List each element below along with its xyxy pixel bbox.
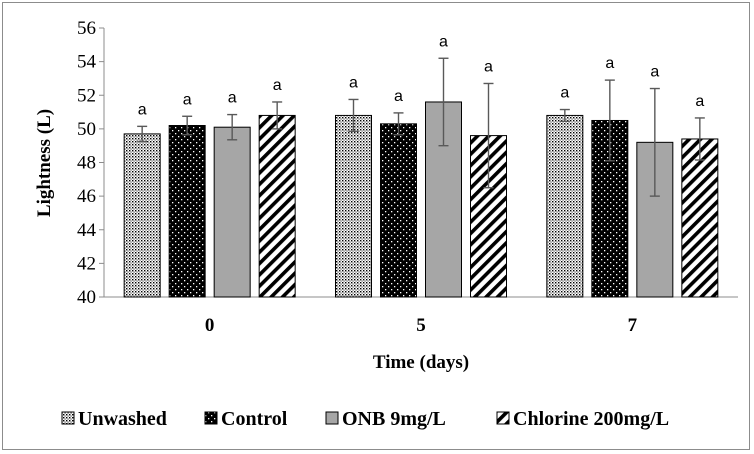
significance-label: a [138,101,147,118]
bar [546,114,584,298]
bar [168,125,206,298]
y-tick-label: 40 [77,287,96,308]
legend-label: ONB 9mg/L [342,408,446,430]
legend: Unwashed Control ONB 9mg/L Chlorine 200mg/L [61,408,669,430]
bar [258,114,296,298]
legend-swatch [325,411,339,425]
bar [213,126,251,298]
legend-label: Unwashed [78,408,167,430]
significance-label: a [349,74,358,91]
y-tick-label: 44 [77,220,97,241]
x-axis-title: Time (days) [373,352,469,373]
significance-label: a [394,88,403,105]
bar [335,114,372,298]
legend-swatch [61,411,75,425]
x-tick-label: 0 [205,315,215,336]
y-tick-label: 54 [77,52,97,73]
bar [681,138,719,298]
y-tick-label: 52 [77,85,96,106]
legend-swatch [496,411,510,425]
legend-label: Chlorine 200mg/L [513,408,669,430]
bar [123,133,161,298]
significance-label: a [605,55,614,72]
legend-swatch [204,411,218,425]
y-tick-label: 46 [77,186,96,207]
significance-label: a [650,64,659,81]
bar [380,123,417,298]
y-tick-label: 42 [77,253,96,274]
significance-label: a [183,91,192,108]
y-tick-label: 48 [77,153,96,174]
y-tick-label: 50 [77,119,96,140]
significance-label: a [484,58,493,75]
y-tick-label: 56 [77,18,96,39]
x-tick-label: 5 [416,315,426,336]
significance-label: a [273,77,282,94]
significance-label: a [439,33,448,50]
significance-label: a [228,90,237,107]
legend-label: Control [221,408,288,430]
y-axis-title: Lightness (L) [34,109,55,217]
x-tick-label: 7 [628,315,638,336]
significance-label: a [695,93,704,110]
significance-label: a [560,85,569,102]
